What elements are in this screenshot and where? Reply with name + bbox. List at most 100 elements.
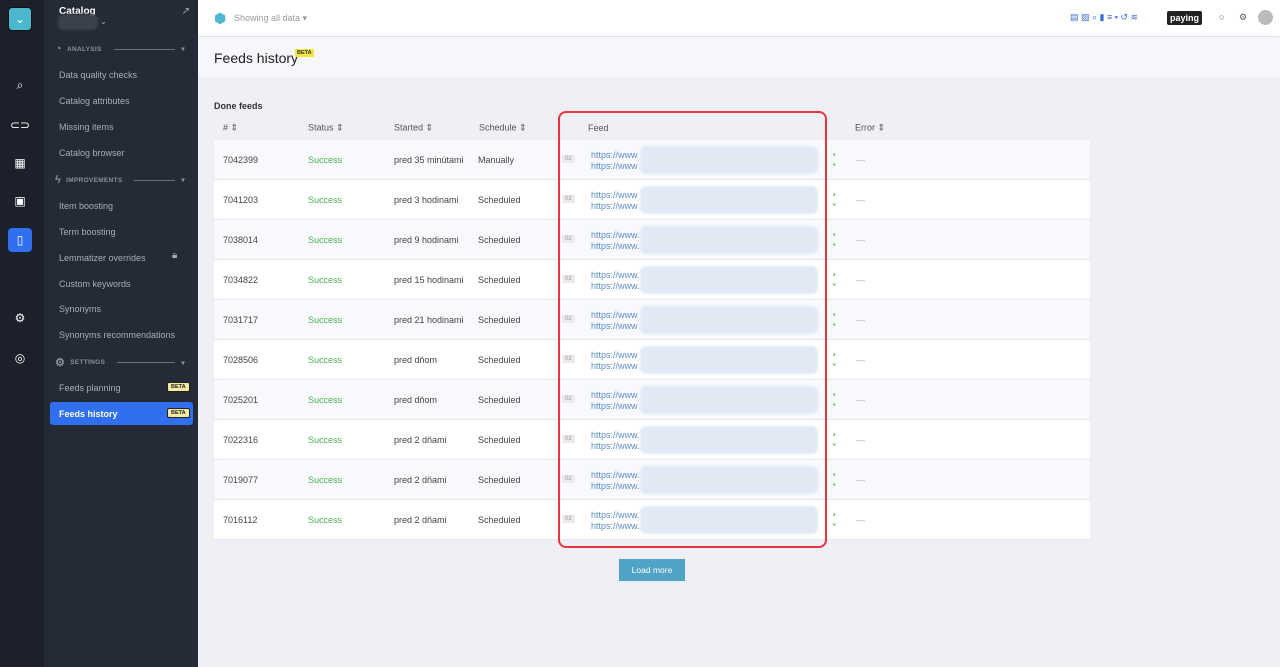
status-dots: • • xyxy=(833,272,836,289)
table-row: 7031717 Success pred 21 hodinami Schedul… xyxy=(214,300,1090,340)
feed-link[interactable]: https://www. xyxy=(591,270,640,280)
feed-link[interactable]: https://www xyxy=(591,150,638,160)
lightning-icon: ϟ xyxy=(55,174,62,186)
feed-urls: https://www https://www xyxy=(591,390,638,412)
page-title: Feeds history xyxy=(214,50,299,66)
sidebar: Catalog ⌄ ↗ ◔ ANALYSIS ▾ Data quality chec… xyxy=(44,0,198,667)
feed-link[interactable]: https://www xyxy=(591,361,638,371)
image-icon[interactable]: ▣ xyxy=(14,194,26,208)
feed-link[interactable]: https://www xyxy=(591,390,638,400)
chevron-down-icon[interactable]: ⌄ xyxy=(100,17,107,26)
schedule-type: Scheduled xyxy=(478,314,521,325)
column-status[interactable]: Status ⇕ xyxy=(308,122,344,133)
redacted-url xyxy=(640,426,818,454)
sidebar-item-term-boosting[interactable]: Term boosting xyxy=(59,227,116,237)
started-time: pred 2 dňami xyxy=(394,434,447,445)
settings-icon[interactable]: ⚙ xyxy=(1239,12,1248,22)
table-row: 7019077 Success pred 2 dňami Scheduled 0… xyxy=(214,460,1090,500)
extension-icons[interactable]: ▤ ▨ ⌕ ▮ ≡ ▪ ↺ ≋ xyxy=(1070,12,1139,22)
sidebar-item-synonyms[interactable]: Synonyms xyxy=(59,304,102,314)
catalog-icon[interactable]: ▯ xyxy=(8,228,32,252)
feed-link[interactable]: https://www xyxy=(591,321,638,331)
started-time: pred dňom xyxy=(394,354,438,365)
status-dots: • • xyxy=(833,512,836,529)
column-id[interactable]: # ⇕ xyxy=(223,122,239,133)
brand-icon: ⬢ xyxy=(214,10,227,26)
feed-id: 7038014 xyxy=(223,234,259,245)
external-link-icon[interactable]: ↗ xyxy=(181,6,190,17)
section-improvements[interactable]: ϟ IMPROVEMENTS ▾ xyxy=(55,174,185,186)
avatar[interactable] xyxy=(1258,10,1273,25)
column-started[interactable]: Started ⇕ xyxy=(394,122,434,133)
load-more-button[interactable]: Load more xyxy=(619,559,685,581)
search-icon[interactable]: ⌕ xyxy=(16,77,24,92)
data-filter-dropdown[interactable]: Showing all data ▾ xyxy=(234,13,308,23)
app-logo[interactable]: ⌄ xyxy=(8,7,32,31)
feed-link[interactable]: https://www. xyxy=(591,241,640,251)
status-badge: Success xyxy=(308,394,343,405)
sidebar-item-feeds-history[interactable]: Feeds history xyxy=(50,402,193,425)
feed-link[interactable]: https://www. xyxy=(591,230,640,240)
started-time: pred dňom xyxy=(394,394,438,405)
feed-tag: 02 xyxy=(562,235,575,243)
sidebar-item-item-boosting[interactable]: Item boosting xyxy=(59,201,114,211)
feed-link[interactable]: https://www xyxy=(591,201,638,211)
feed-link[interactable]: https://www xyxy=(591,161,638,171)
sidebar-item-custom-keywords[interactable]: Custom keywords xyxy=(59,279,131,289)
feed-urls: https://www https://www xyxy=(591,310,638,332)
feed-link[interactable]: https://www. xyxy=(591,430,640,440)
schedule-type: Scheduled xyxy=(478,234,521,245)
feed-link[interactable]: https://www. xyxy=(591,470,640,480)
feed-tag: 02 xyxy=(562,195,575,203)
feeds-table: # ⇕ Status ⇕ Started ⇕ Schedule ⇕ Feed E… xyxy=(214,116,1090,540)
feed-link[interactable]: https://www xyxy=(591,190,638,200)
feed-id: 7025201 xyxy=(223,394,259,405)
sidebar-item-data-quality[interactable]: Data quality checks xyxy=(59,70,138,80)
beta-badge: BETA xyxy=(295,49,314,57)
grid-icon[interactable]: ▦ xyxy=(14,156,26,170)
feed-id: 7016112 xyxy=(223,514,258,525)
sidebar-item-catalog-browser[interactable]: Catalog browser xyxy=(59,148,125,158)
feed-id: 7042399 xyxy=(223,154,259,165)
feed-tag: 02 xyxy=(562,515,575,523)
caret-icon: ▾ xyxy=(181,177,185,184)
redacted-url xyxy=(640,466,818,494)
status-dots: • • xyxy=(833,352,836,369)
support-icon[interactable]: ◎ xyxy=(14,351,26,365)
schedule-type: Manually xyxy=(478,154,515,165)
started-time: pred 2 dňami xyxy=(394,514,447,525)
toggle-icon[interactable]: ⊂⊃ xyxy=(9,118,31,132)
status-badge: Success xyxy=(308,474,343,485)
catalog-selector[interactable] xyxy=(58,14,98,30)
column-schedule[interactable]: Schedule ⇕ xyxy=(479,122,527,133)
sidebar-item-synonyms-recommendations[interactable]: Synonyms recommendations xyxy=(59,330,176,340)
column-error[interactable]: Error ⇕ xyxy=(855,122,886,133)
feed-link[interactable]: https://www xyxy=(591,310,638,320)
sidebar-item-lemmatizer[interactable]: Lemmatizer overrides xyxy=(59,253,146,263)
sidebar-item-catalog-attributes[interactable]: Catalog attributes xyxy=(59,96,130,106)
feed-link[interactable]: https://www. xyxy=(591,441,640,451)
feed-link[interactable]: https://www. xyxy=(591,281,640,291)
feed-link[interactable]: https://www. xyxy=(591,481,640,491)
error-value: — xyxy=(856,194,865,205)
feed-tag: 02 xyxy=(562,475,575,483)
feed-link[interactable]: https://www. xyxy=(591,521,640,531)
feed-link[interactable]: https://www xyxy=(591,350,638,360)
status-badge: Success xyxy=(308,234,343,245)
started-time: pred 9 hodinami xyxy=(394,234,459,245)
sidebar-item-missing-items[interactable]: Missing items xyxy=(59,122,114,132)
feed-urls: https://www https://www xyxy=(591,350,638,372)
sidebar-item-feeds-planning[interactable]: Feeds planning xyxy=(59,383,121,393)
gear-icon[interactable]: ⚙ xyxy=(14,311,26,325)
error-value: — xyxy=(856,354,865,365)
chat-icon[interactable]: ○ xyxy=(1219,12,1225,22)
feed-link[interactable]: https://www. xyxy=(591,510,640,520)
section-settings[interactable]: ⚙ SETTINGS ▾ xyxy=(55,357,185,369)
redacted-url xyxy=(640,506,818,534)
started-time: pred 2 dňami xyxy=(394,474,447,485)
feed-urls: https://www. https://www. xyxy=(591,510,640,532)
feed-link[interactable]: https://www xyxy=(591,401,638,411)
redacted-url xyxy=(640,386,818,414)
error-value: — xyxy=(856,474,865,485)
section-analysis[interactable]: ◔ ANALYSIS ▾ xyxy=(55,43,185,55)
